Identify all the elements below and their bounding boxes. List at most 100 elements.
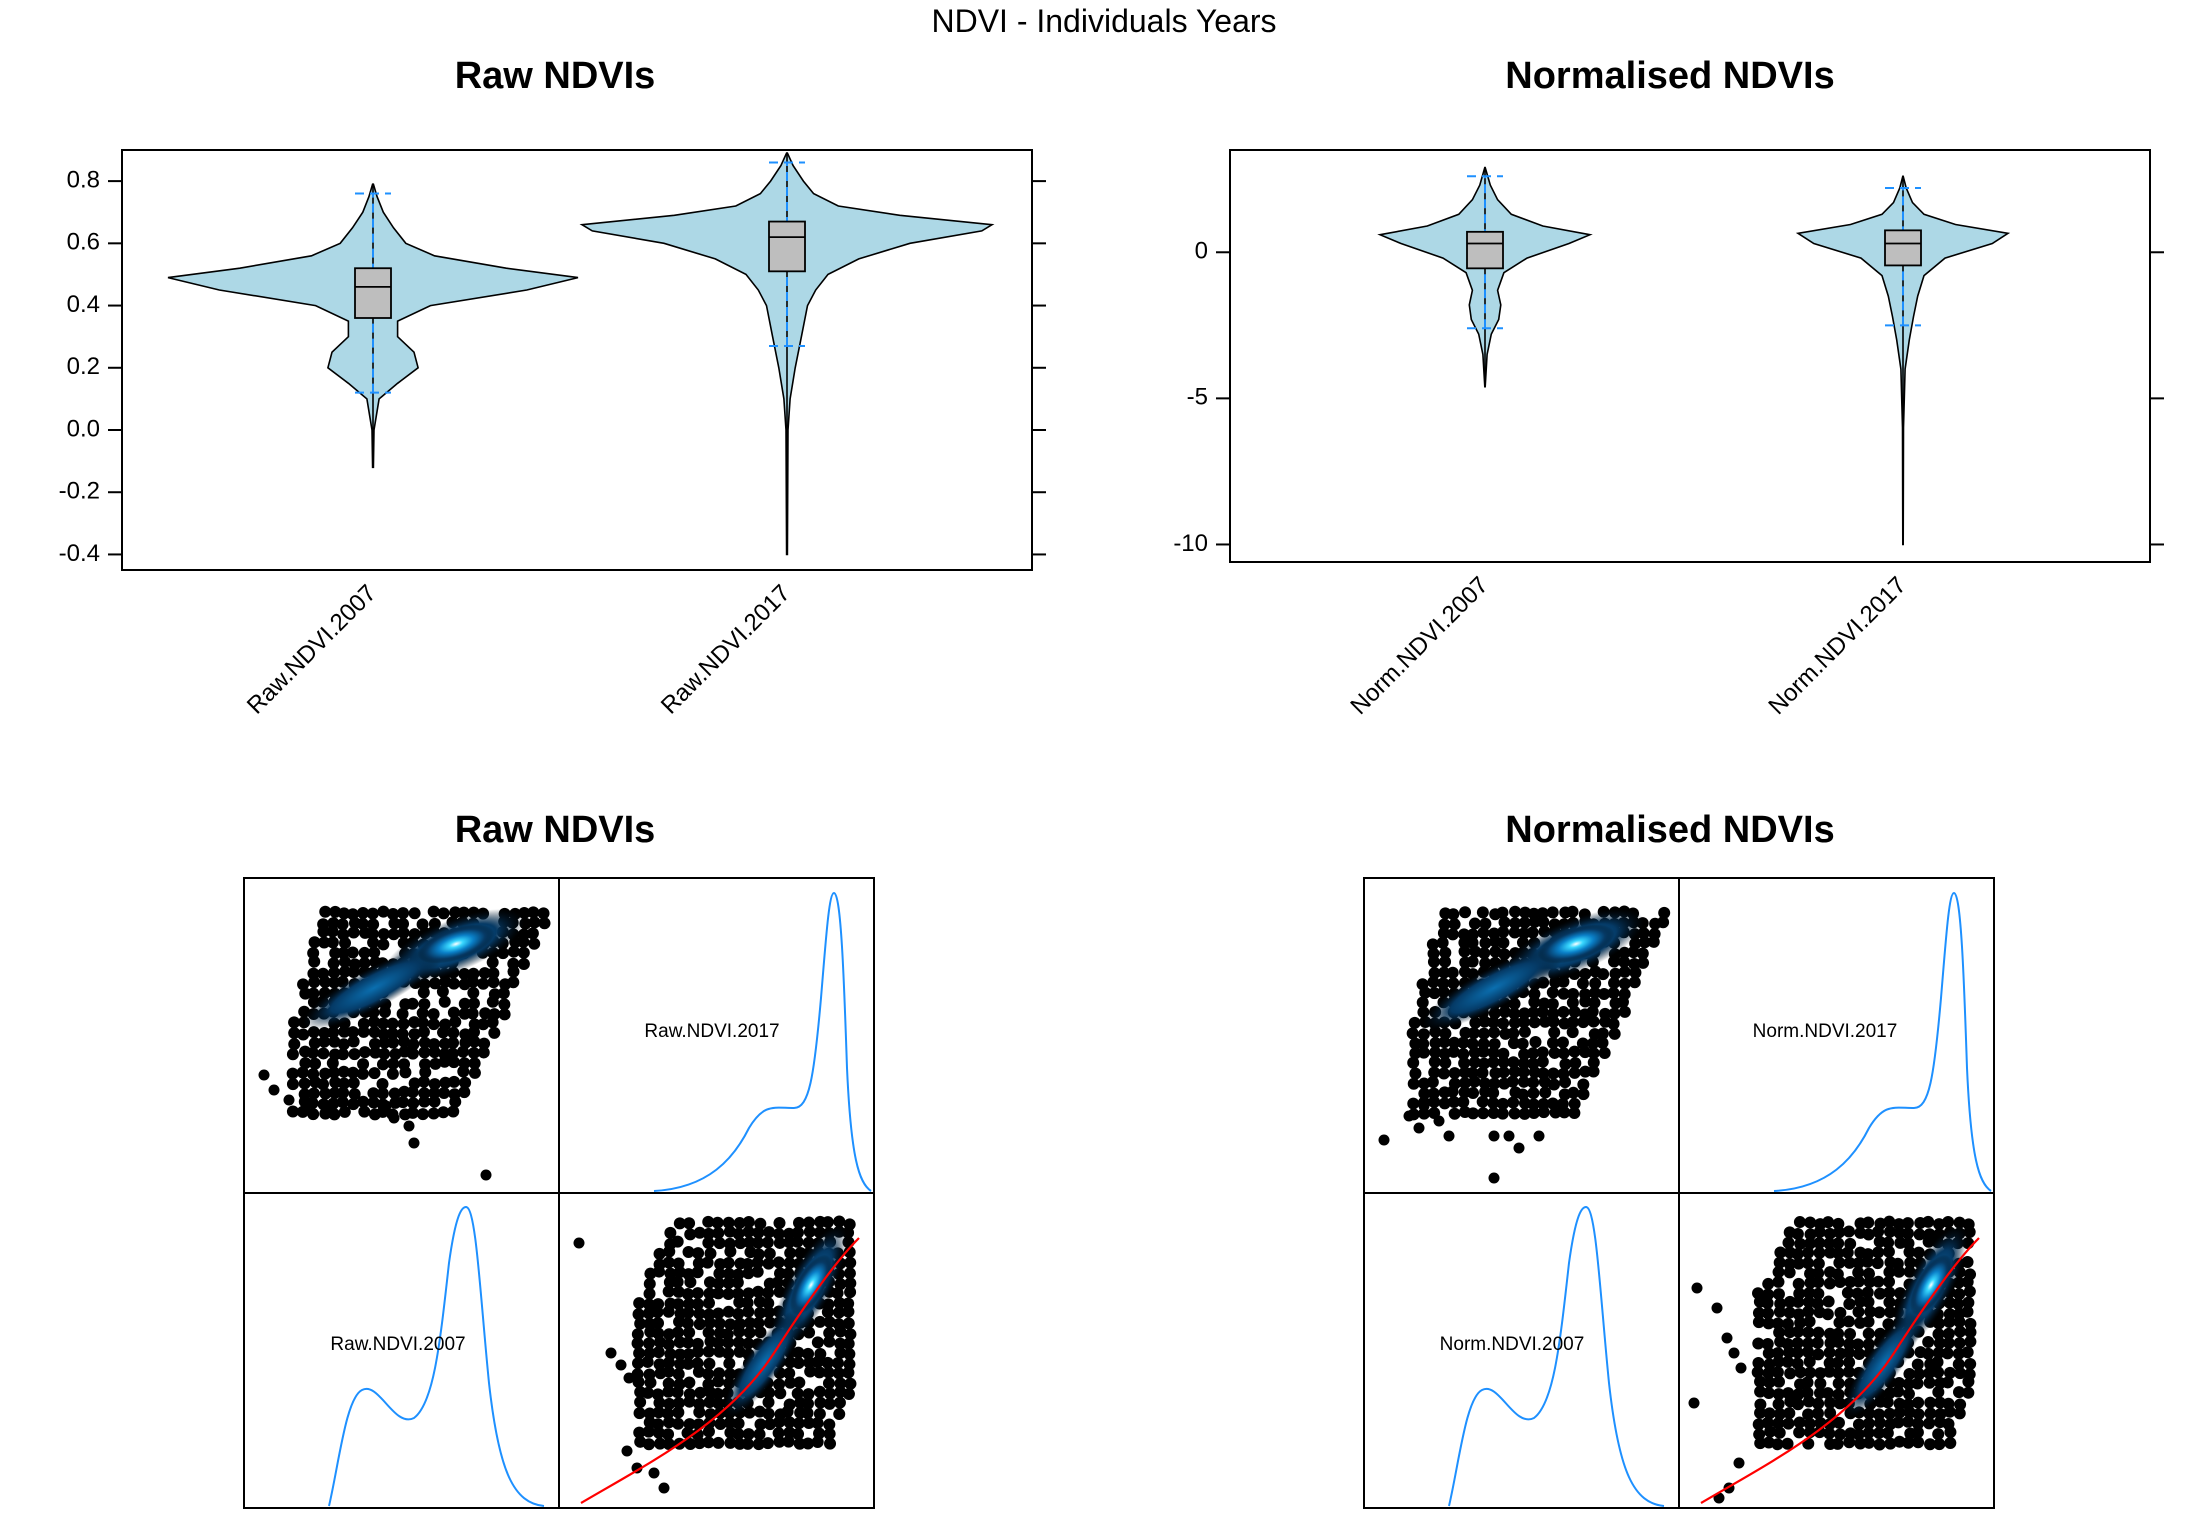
- hexbin-cell: [326, 1057, 339, 1070]
- hexbin-cell: [1943, 1405, 1956, 1418]
- ytick-label: 0.4: [67, 291, 100, 318]
- hexbin-cell: [378, 1047, 391, 1060]
- hexbin-cell: [1428, 987, 1441, 1000]
- hexbin-outlier: [1418, 1100, 1430, 1112]
- raw-pairs-title: Raw NDVIs: [455, 809, 656, 851]
- diag-label: Norm.NDVI.2017: [1753, 1021, 1898, 1042]
- hexbin-cell: [824, 1437, 837, 1450]
- hexbin-cell: [1901, 1217, 1914, 1230]
- hexbin-cell: [418, 1095, 431, 1108]
- hexbin-cell: [466, 1007, 479, 1020]
- hexbin-cell: [834, 1278, 847, 1291]
- hexbin-cell: [673, 1217, 686, 1230]
- hexbin-cell: [663, 1397, 676, 1410]
- hexbin-cell: [1487, 1106, 1500, 1119]
- hexbin-cell: [1902, 1415, 1915, 1428]
- hexbin-cell: [1861, 1255, 1874, 1268]
- hexbin-cell: [803, 1225, 816, 1238]
- hexbin-cell: [1638, 936, 1651, 949]
- hexbin-cell: [1832, 1377, 1845, 1390]
- hexbin-cell: [791, 1226, 804, 1239]
- hexbin-cell: [1468, 1075, 1481, 1088]
- hexbin-cell: [1834, 1306, 1847, 1319]
- hexbin-cell: [682, 1357, 695, 1370]
- hexbin-cell: [662, 1256, 675, 1269]
- ytick-label: -0.2: [59, 478, 100, 505]
- hexbin-cell: [1802, 1246, 1815, 1259]
- hexbin-cell: [488, 1026, 501, 1039]
- hexbin-cell: [692, 1247, 705, 1260]
- hexbin-cell: [358, 1046, 371, 1059]
- density-peak: [417, 924, 495, 964]
- hexbin-cell: [1814, 1377, 1827, 1390]
- hexbin-cell: [1791, 1346, 1804, 1359]
- hexbin-cell: [1843, 1436, 1856, 1449]
- hexbin-cell: [673, 1348, 686, 1361]
- hexbin-cell: [1476, 906, 1489, 919]
- hexbin-outlier: [658, 1482, 670, 1494]
- hexbin-cell: [1961, 1346, 1974, 1359]
- hexbin-cell: [772, 1427, 785, 1440]
- hexbin-cell: [338, 965, 351, 978]
- hexbin-cell: [733, 1217, 746, 1230]
- hexbin-cell: [651, 1306, 664, 1319]
- xtick-label: Raw.NDVI.2007: [242, 580, 382, 720]
- hexbin-cell: [1457, 1096, 1470, 1109]
- hexbin-cell: [743, 1316, 756, 1329]
- hexbin-cell: [1439, 1056, 1452, 1069]
- hexbin-cell: [1872, 1275, 1885, 1288]
- hexbin-cell: [1881, 1396, 1894, 1409]
- hexbin-cell: [1913, 1228, 1926, 1241]
- hexbin-cell: [1417, 1037, 1430, 1050]
- hexbin-cell: [1873, 1427, 1886, 1440]
- hexbin-cell: [713, 1345, 726, 1358]
- hexbin-cell: [1842, 1315, 1855, 1328]
- hexbin-cell: [1577, 1016, 1590, 1029]
- density-core: [302, 946, 446, 1030]
- hexbin-cell: [479, 1007, 492, 1020]
- hexbin-cell: [643, 1277, 656, 1290]
- hexbin-cell: [308, 976, 321, 989]
- hexbin-cell: [1831, 1356, 1844, 1369]
- hexbin-cell: [437, 1026, 450, 1039]
- hexbin-cell: [406, 997, 419, 1010]
- hexbin-cell: [751, 1256, 764, 1269]
- ytick-label: 0.0: [67, 415, 100, 442]
- hexbin-cell: [752, 1226, 765, 1239]
- hexbin-cell: [662, 1437, 675, 1450]
- hexbin-cell: [1904, 1256, 1917, 1269]
- hexbin-cell: [487, 976, 500, 989]
- hexbin-cell: [1912, 1436, 1925, 1449]
- hexbin-cell: [1862, 1228, 1875, 1241]
- hexbin-cell: [1883, 1266, 1896, 1279]
- hexbin-cell: [468, 1057, 481, 1070]
- hexbin-cell: [1508, 926, 1521, 939]
- hexbin-cell: [347, 926, 360, 939]
- hexbin-cell: [1954, 1398, 1967, 1411]
- hexbin-cell: [722, 1276, 735, 1289]
- hexbin-cell: [1608, 1007, 1621, 1020]
- hexbin-cell: [773, 1378, 786, 1391]
- hexbin-cell: [1548, 1046, 1561, 1059]
- hexbin-cell: [1862, 1436, 1875, 1449]
- hexbin-cell: [1636, 947, 1649, 960]
- hexbin-cell: [1823, 1365, 1836, 1378]
- hexbin-cell: [388, 1087, 401, 1100]
- hexbin-cell: [348, 1088, 361, 1101]
- hexbin-cell: [842, 1366, 855, 1379]
- hexbin-cell: [1843, 1356, 1856, 1369]
- hexbin-cell: [1557, 1006, 1570, 1019]
- hexbin-cell: [1802, 1337, 1815, 1350]
- hexbin-cell: [366, 928, 379, 941]
- hexbin-cell: [1536, 1046, 1549, 1059]
- density-peak: [1537, 924, 1615, 964]
- hexbin-cell: [704, 1247, 717, 1260]
- hexbin-cell: [497, 987, 510, 1000]
- hexbin-cell: [681, 1317, 694, 1330]
- raw-violin-yaxis: 0.8 0.6 0.4 0.2 0.0 -0.2 -0.4: [59, 166, 1046, 567]
- hexbin-outlier: [388, 1112, 400, 1124]
- hexbin-cell: [773, 1267, 786, 1280]
- hexbin-cell: [1851, 1338, 1864, 1351]
- hexbin-cell: [1497, 1017, 1510, 1030]
- hexbin-cell: [1568, 1045, 1581, 1058]
